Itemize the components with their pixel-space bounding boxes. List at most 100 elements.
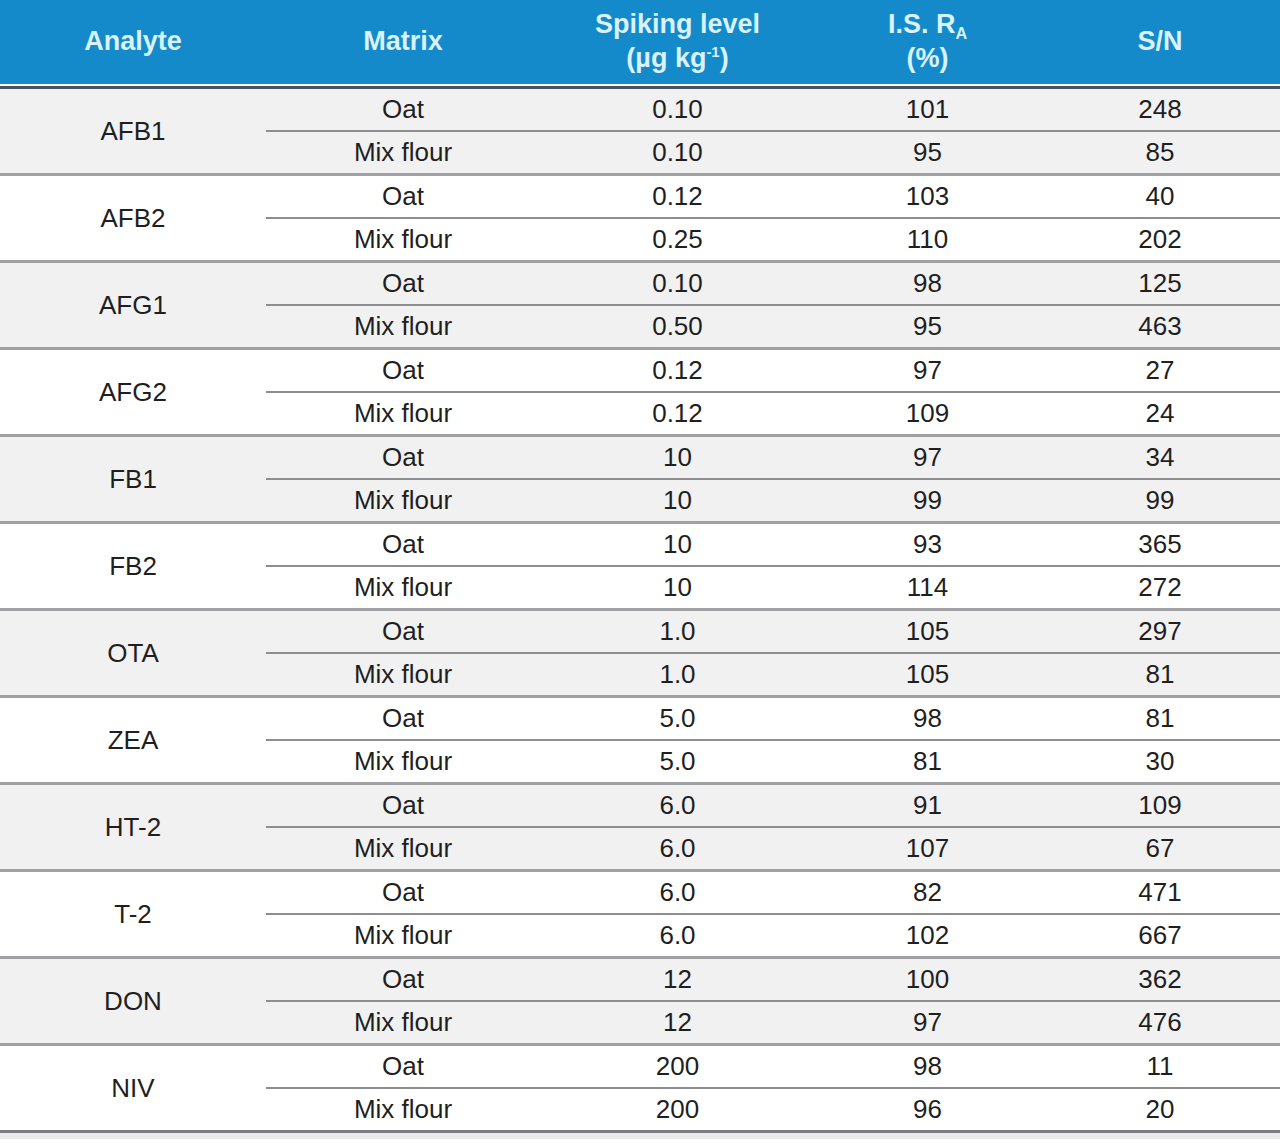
is-ra-prefix: I.S. R (888, 9, 956, 39)
sn-cell: 81 (1040, 695, 1280, 741)
table-row: AFG2 Oat 0.12 97 27 (0, 347, 1280, 393)
is-ra-cell: 107 (815, 828, 1040, 869)
matrix-cell: Oat (266, 956, 540, 1002)
is-ra-cell: 97 (815, 1002, 1040, 1043)
sn-cell: 85 (1040, 132, 1280, 173)
sn-cell: 476 (1040, 1002, 1280, 1043)
is-ra-cell: 98 (815, 260, 1040, 306)
table-row: AFB2 Oat 0.12 103 40 (0, 173, 1280, 219)
spiking-level-cell: 12 (540, 1002, 815, 1043)
matrix-cell: Mix flour (266, 741, 540, 782)
table-row: ZEA Oat 5.0 98 81 (0, 695, 1280, 741)
sn-cell: 99 (1040, 480, 1280, 521)
matrix-cell: Oat (266, 521, 540, 567)
spiking-level-cell: 10 (540, 434, 815, 480)
spiking-level-cell: 0.10 (540, 132, 815, 173)
matrix-cell: Mix flour (266, 1089, 540, 1133)
analyte-cell: DON (0, 956, 266, 1043)
analyte-cell: FB1 (0, 434, 266, 521)
is-ra-cell: 91 (815, 782, 1040, 828)
spiking-level-cell: 12 (540, 956, 815, 1002)
analyte-cell: AFG1 (0, 260, 266, 347)
spiking-level-cell: 0.12 (540, 173, 815, 219)
is-ra-cell: 99 (815, 480, 1040, 521)
col-header-sn: S/N (1040, 0, 1280, 86)
matrix-cell: Oat (266, 782, 540, 828)
spiking-level-cell: 6.0 (540, 782, 815, 828)
is-ra-cell: 97 (815, 347, 1040, 393)
matrix-cell: Mix flour (266, 219, 540, 260)
table-row: AFG1 Oat 0.10 98 125 (0, 260, 1280, 306)
matrix-cell: Mix flour (266, 567, 540, 608)
matrix-cell: Mix flour (266, 393, 540, 434)
is-ra-cell: 103 (815, 173, 1040, 219)
matrix-cell: Oat (266, 347, 540, 393)
spiking-level-cell: 1.0 (540, 608, 815, 654)
is-ra-cell: 100 (815, 956, 1040, 1002)
sn-cell: 667 (1040, 915, 1280, 956)
analyte-cell: OTA (0, 608, 266, 695)
analyte-cell: T-2 (0, 869, 266, 956)
table-row: HT-2 Oat 6.0 91 109 (0, 782, 1280, 828)
matrix-cell: Oat (266, 173, 540, 219)
matrix-cell: Mix flour (266, 132, 540, 173)
sn-cell: 248 (1040, 86, 1280, 132)
sn-cell: 24 (1040, 393, 1280, 434)
analyte-cell: AFB2 (0, 173, 266, 260)
spiking-level-cell: 10 (540, 567, 815, 608)
matrix-cell: Oat (266, 86, 540, 132)
spiking-level-cell: 10 (540, 521, 815, 567)
sn-cell: 362 (1040, 956, 1280, 1002)
bottom-strip (0, 1133, 1280, 1139)
analyte-cell: ZEA (0, 695, 266, 782)
header-row: Analyte Matrix Spiking level (µg kg-1) I… (0, 0, 1280, 86)
spiking-level-line1: Spiking level (595, 9, 760, 39)
col-header-matrix-label: Matrix (363, 26, 443, 56)
sn-cell: 125 (1040, 260, 1280, 306)
sn-cell: 11 (1040, 1043, 1280, 1089)
spiking-level-cell: 6.0 (540, 869, 815, 915)
spiking-level-cell: 0.12 (540, 393, 815, 434)
sn-cell: 34 (1040, 434, 1280, 480)
col-header-sn-label: S/N (1137, 26, 1182, 56)
sn-cell: 297 (1040, 608, 1280, 654)
spiking-level-cell: 5.0 (540, 741, 815, 782)
spiking-level-unit-exponent: -1 (706, 44, 719, 60)
spiking-level-cell: 10 (540, 480, 815, 521)
spiking-level-cell: 0.10 (540, 260, 815, 306)
is-ra-cell: 95 (815, 132, 1040, 173)
is-ra-cell: 97 (815, 434, 1040, 480)
sn-cell: 67 (1040, 828, 1280, 869)
sn-cell: 365 (1040, 521, 1280, 567)
sn-cell: 471 (1040, 869, 1280, 915)
sn-cell: 30 (1040, 741, 1280, 782)
sn-cell: 109 (1040, 782, 1280, 828)
is-ra-cell: 114 (815, 567, 1040, 608)
is-ra-cell: 98 (815, 1043, 1040, 1089)
is-ra-cell: 110 (815, 219, 1040, 260)
col-header-analyte: Analyte (0, 0, 266, 86)
spiking-level-cell: 5.0 (540, 695, 815, 741)
is-ra-subscript: A (955, 25, 967, 43)
matrix-cell: Oat (266, 608, 540, 654)
matrix-cell: Oat (266, 695, 540, 741)
mycotoxin-recovery-table: Analyte Matrix Spiking level (µg kg-1) I… (0, 0, 1280, 1133)
sn-cell: 27 (1040, 347, 1280, 393)
page: Analyte Matrix Spiking level (µg kg-1) I… (0, 0, 1280, 1146)
matrix-cell: Mix flour (266, 480, 540, 521)
sn-cell: 202 (1040, 219, 1280, 260)
matrix-cell: Mix flour (266, 306, 540, 347)
analyte-cell: FB2 (0, 521, 266, 608)
matrix-cell: Mix flour (266, 915, 540, 956)
matrix-cell: Oat (266, 434, 540, 480)
matrix-cell: Mix flour (266, 828, 540, 869)
table-row: AFB1 Oat 0.10 101 248 (0, 86, 1280, 132)
col-header-is-ra: I.S. RA (%) (815, 0, 1040, 86)
is-ra-cell: 98 (815, 695, 1040, 741)
spiking-level-cell: 6.0 (540, 915, 815, 956)
is-ra-cell: 82 (815, 869, 1040, 915)
sn-cell: 20 (1040, 1089, 1280, 1133)
table-row: T-2 Oat 6.0 82 471 (0, 869, 1280, 915)
spiking-level-unit-post: ) (720, 43, 729, 73)
is-ra-cell: 93 (815, 521, 1040, 567)
